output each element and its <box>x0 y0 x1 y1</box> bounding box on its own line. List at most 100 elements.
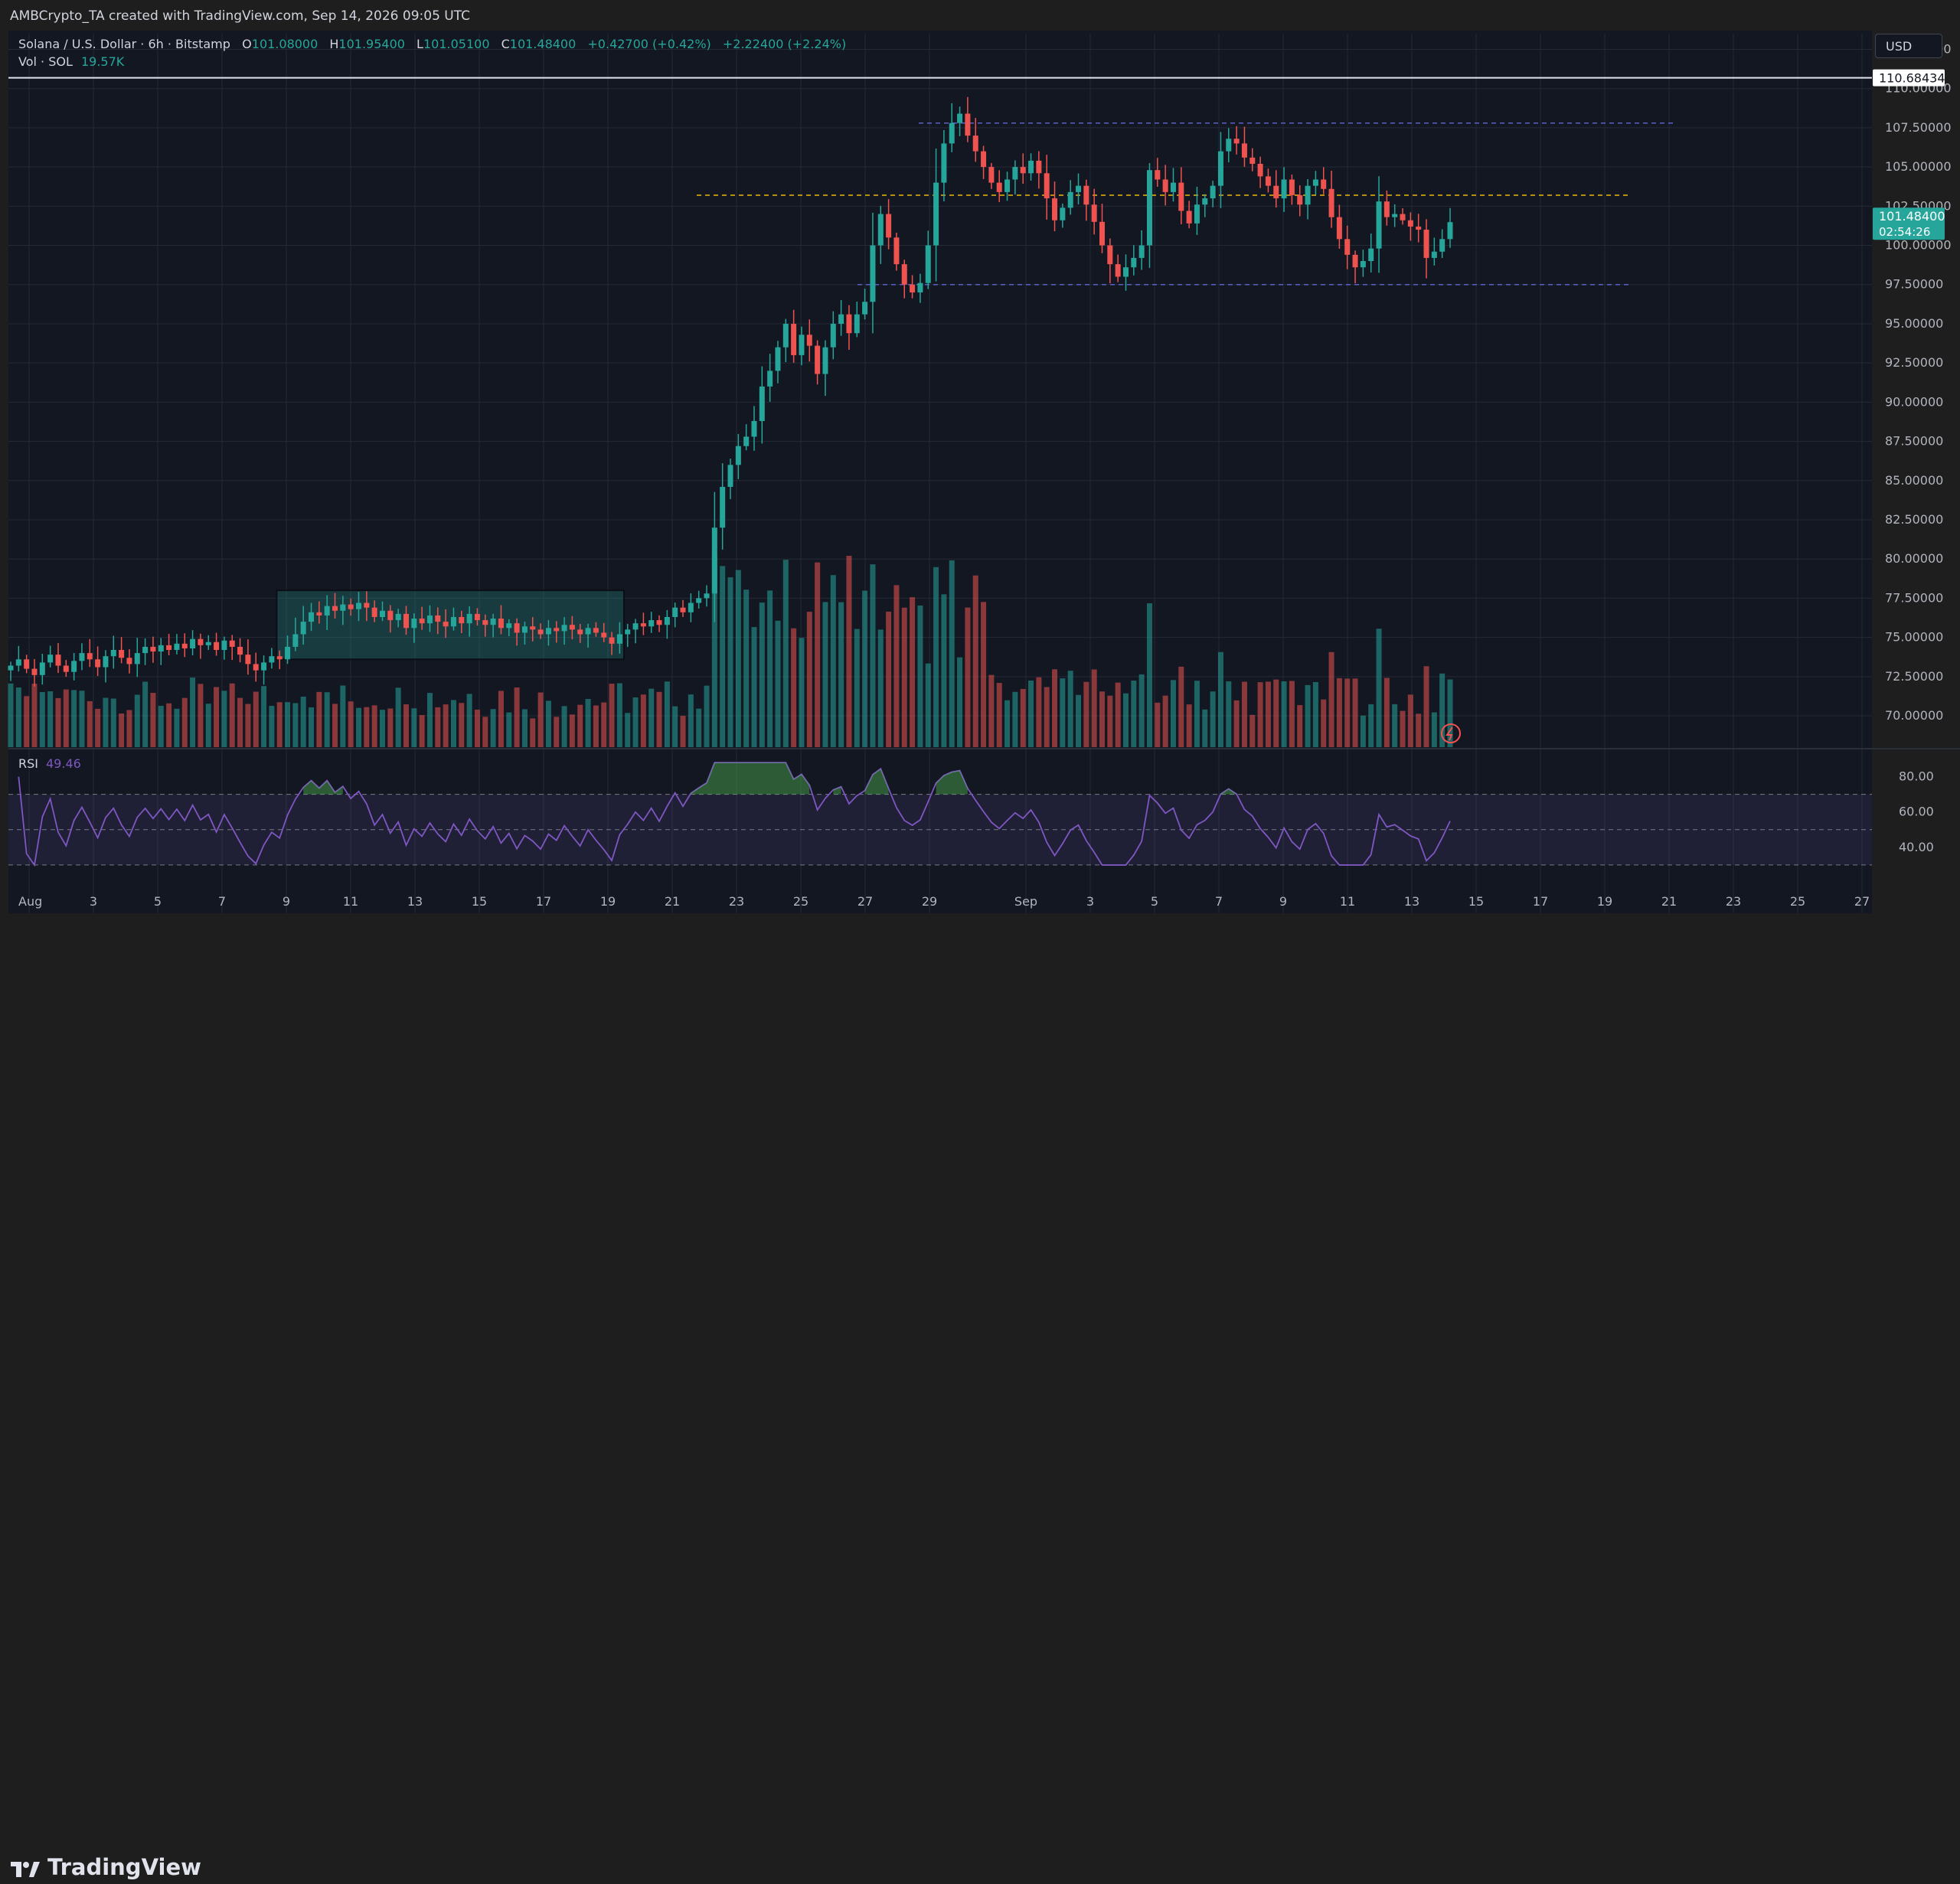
candle-body <box>1321 179 1327 189</box>
candle-body <box>988 167 995 183</box>
candle-body <box>672 607 678 617</box>
volume-bar <box>459 703 465 747</box>
volume-bar <box>379 710 385 747</box>
x-tick-label: 21 <box>665 894 680 909</box>
volume-bar <box>269 706 275 747</box>
volume-bar <box>1250 714 1256 747</box>
volume-bar <box>214 687 220 747</box>
symbol-title[interactable]: Solana / U.S. Dollar · 6h · Bitstamp <box>18 37 230 51</box>
volume-bar <box>1312 681 1318 747</box>
last-price-tag <box>1873 207 1945 240</box>
volume-bar <box>31 684 38 747</box>
candle-body <box>490 619 496 625</box>
volume-bar <box>1368 704 1374 747</box>
candle-body <box>696 598 702 603</box>
volume-bar <box>1076 694 1082 747</box>
x-tick-label: 9 <box>283 894 290 909</box>
volume-bar <box>403 704 409 747</box>
candle-body <box>103 656 109 668</box>
volume-bar <box>664 681 670 747</box>
x-tick-label: 7 <box>218 894 226 909</box>
volume-bar <box>688 694 694 747</box>
volume-bar <box>569 714 575 747</box>
volume-bar <box>63 689 69 747</box>
volume-bar <box>640 694 646 747</box>
candle-body <box>1407 220 1413 227</box>
tradingview-logo-icon <box>11 1858 41 1877</box>
candle-body <box>688 602 694 612</box>
volume-bar <box>1416 713 1422 747</box>
volume-bar <box>158 705 164 747</box>
volume-bar <box>506 712 512 747</box>
volume-bar <box>1352 678 1358 747</box>
volume-bar <box>245 704 251 747</box>
candle-body <box>806 335 812 346</box>
low-value: 101.05100 <box>423 37 490 51</box>
volume-bar <box>411 708 417 747</box>
y-tick-label: 77.50000 <box>1885 590 1943 605</box>
candle-body <box>1067 191 1073 208</box>
x-tick-label: 23 <box>1726 894 1741 909</box>
attribution-bar: AMBCrypto_TA created with TradingView.co… <box>0 0 1960 31</box>
volume-bar <box>1004 700 1011 747</box>
candle-body <box>1004 179 1011 192</box>
volume-bar <box>348 701 354 747</box>
volume-bar <box>561 706 567 747</box>
x-tick-label: 9 <box>1279 894 1287 909</box>
candle-body <box>1312 179 1318 186</box>
volume-bar <box>877 629 884 747</box>
volume-bar <box>39 692 45 747</box>
candle-body <box>996 182 1002 192</box>
candle-body <box>1028 160 1034 174</box>
candle-body <box>1250 157 1256 165</box>
candle-body <box>585 628 591 635</box>
rsi-line <box>18 762 1451 867</box>
volume-bar <box>711 556 717 747</box>
candle-body <box>704 593 710 599</box>
replay-icon <box>1441 723 1461 743</box>
volume-bar <box>435 707 441 747</box>
volume-bar <box>704 685 710 747</box>
volume-bar <box>285 702 291 747</box>
volume-bar <box>1210 691 1216 747</box>
volume-bar <box>925 663 931 747</box>
candle-body <box>1060 207 1066 220</box>
x-tick-label: 27 <box>1854 894 1870 909</box>
y-tick-label: 72.50000 <box>1885 669 1943 684</box>
volume-bar <box>593 705 599 747</box>
volume-bar <box>261 686 267 747</box>
x-tick-label: 5 <box>154 894 162 909</box>
candle-body <box>1281 179 1287 199</box>
volume-bar <box>1297 705 1303 747</box>
x-tick-label: 13 <box>1404 894 1419 909</box>
candle-body <box>1383 201 1390 217</box>
tradingview-logo[interactable]: TradingView <box>11 1854 201 1880</box>
volume-bar <box>981 602 987 747</box>
candle-body <box>1297 194 1303 205</box>
volume-bar <box>1273 679 1279 747</box>
candle-body <box>443 622 449 627</box>
volume-bar <box>8 683 14 747</box>
ohlc-legend: Solana / U.S. Dollar · 6h · Bitstamp O10… <box>18 37 854 51</box>
volume-bar <box>71 690 77 747</box>
candle-body <box>1194 204 1200 224</box>
candle-body <box>1336 217 1342 240</box>
candle-body <box>601 632 607 638</box>
volume-bar <box>910 597 916 747</box>
candle-body <box>775 347 781 371</box>
candle-body <box>1265 176 1271 186</box>
candle-body <box>664 616 670 625</box>
countdown-text: 02:54:26 <box>1879 225 1930 239</box>
x-tick-label: 11 <box>1340 894 1355 909</box>
candle-body <box>332 606 338 611</box>
candle-body <box>387 610 394 621</box>
price-chart[interactable]: 112.50000110.00000107.50000105.00000102.… <box>0 31 1960 919</box>
candle-body <box>166 645 172 651</box>
volume-bar <box>1099 691 1105 747</box>
currency-button[interactable]: USD <box>1875 34 1942 58</box>
change2-value: +2.22400 (+2.24%) <box>722 37 847 51</box>
candle-body <box>426 615 433 624</box>
candle-body <box>1392 214 1398 217</box>
candle-body <box>1423 230 1429 258</box>
candle-body <box>561 625 567 632</box>
